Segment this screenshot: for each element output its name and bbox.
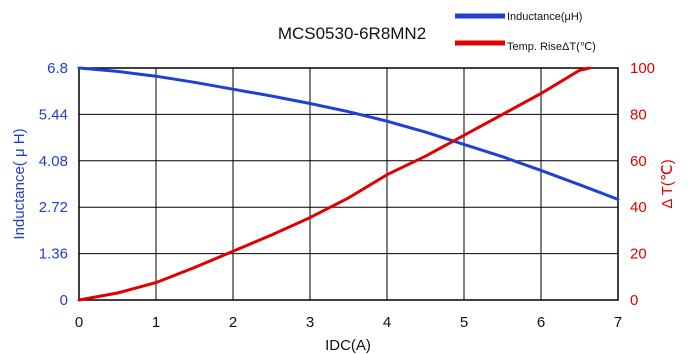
x-tick-label: 3 [306, 314, 314, 331]
x-tick-label: 1 [152, 314, 160, 331]
left-y-tick-label: 2.72 [39, 199, 68, 216]
right-y-tick-labels: 0 20 40 60 80 100 [630, 60, 655, 309]
left-y-tick-label: 1.36 [39, 246, 68, 263]
grid [79, 68, 618, 300]
right-y-tick-label: 20 [630, 246, 647, 263]
chart-title: MCS0530-6R8MN2 [278, 24, 426, 43]
left-y-tick-label: 6.8 [47, 60, 68, 77]
right-y-tick-label: 40 [630, 199, 647, 216]
series-line-inductance [77, 66, 620, 201]
legend: Inductance(μH) Temp. RiseΔT(℃) [455, 11, 596, 53]
x-tick-label: 4 [383, 314, 391, 331]
legend-label-inductance: Inductance(μH) [507, 11, 582, 23]
legend-label-temp-rise: Temp. RiseΔT(℃) [507, 41, 596, 53]
left-y-tick-label: 4.08 [39, 153, 68, 170]
left-y-axis-label: Inductance( μ H) [11, 128, 28, 239]
x-tick-labels: 0 1 2 3 4 5 6 7 [75, 314, 622, 331]
left-y-tick-label: 5.44 [39, 106, 68, 123]
right-y-tick-label: 60 [630, 153, 647, 170]
x-tick-label: 0 [75, 314, 83, 331]
x-tick-label: 7 [614, 314, 622, 331]
series-layer [77, 66, 620, 302]
right-y-axis-label: Δ T(℃) [659, 159, 676, 208]
right-y-tick-label: 0 [630, 292, 638, 309]
plot-frame [78, 67, 619, 301]
series-line-temp-rise [77, 66, 591, 302]
x-tick-label: 5 [460, 314, 468, 331]
right-y-tick-label: 80 [630, 106, 647, 123]
x-tick-label: 6 [537, 314, 545, 331]
left-y-tick-label: 0 [60, 292, 68, 309]
right-y-tick-label: 100 [630, 60, 655, 77]
x-axis-label: IDC(A) [325, 337, 371, 354]
x-tick-label: 2 [229, 314, 237, 331]
left-y-tick-labels: 0 1.36 2.72 4.08 5.44 6.8 [39, 60, 68, 309]
